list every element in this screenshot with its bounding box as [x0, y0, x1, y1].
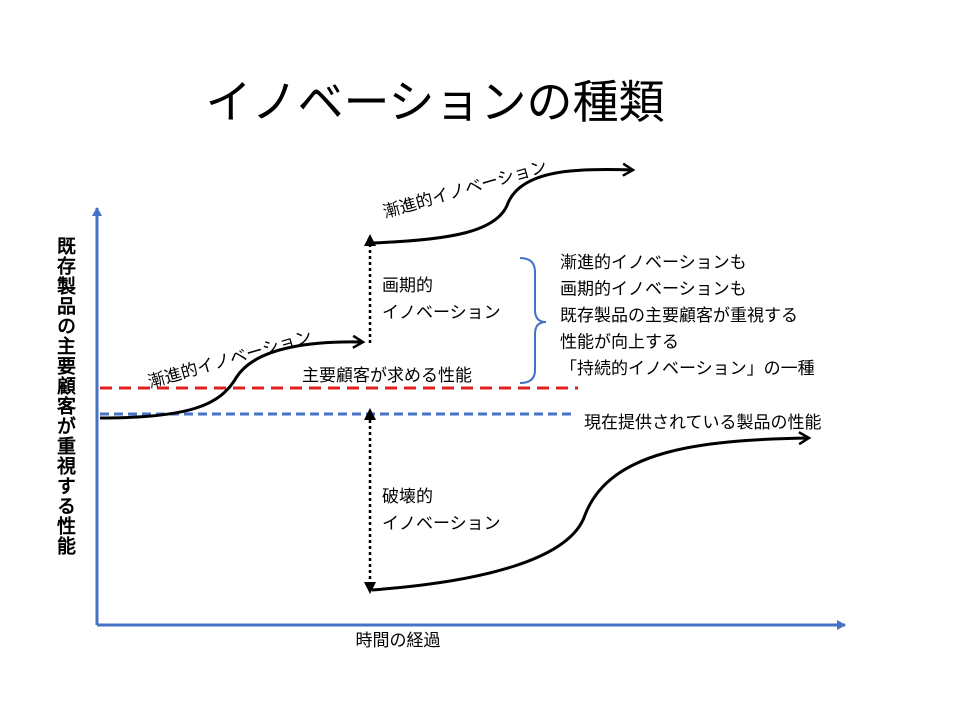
lower-incremental-label: 漸進的イノベーション: [146, 327, 315, 393]
disruptive-label: イノベーション: [382, 514, 501, 534]
note: 漸進的イノベーションも画期的イノベーションも既存製品の主要顧客が重視する性能が向…: [560, 253, 815, 379]
disruptive-curve: [371, 438, 808, 592]
current-product-label: 現在提供されている製品の性能: [584, 413, 822, 433]
note-line: 漸進的イノベーションも: [560, 253, 747, 273]
note-line: 性能が向上する: [560, 333, 679, 353]
y-axis-label: 既存製品の主要顧客が重視する性能: [54, 236, 76, 556]
note-line: 画期的イノベーションも: [560, 280, 747, 300]
note-line: 既存製品の主要顧客が重視する: [560, 306, 798, 326]
brace: [519, 257, 547, 384]
incremental-curve-lower: [99, 342, 362, 420]
customer-demand-label: 主要顧客が求める性能: [302, 366, 472, 386]
title: イノベーションの種類: [205, 75, 664, 129]
incremental-curve-upper: [371, 169, 632, 245]
upper-incremental-label: 漸進的イノベーション: [381, 157, 550, 223]
disruptive-label: 破壊的: [382, 487, 433, 507]
breakthrough-label: 画期的: [382, 276, 433, 296]
note-line: 「持続的イノベーション」の一種: [560, 359, 815, 379]
x-axis-label: 時間の経過: [356, 631, 441, 651]
breakthrough-label: イノベーション: [382, 303, 501, 323]
